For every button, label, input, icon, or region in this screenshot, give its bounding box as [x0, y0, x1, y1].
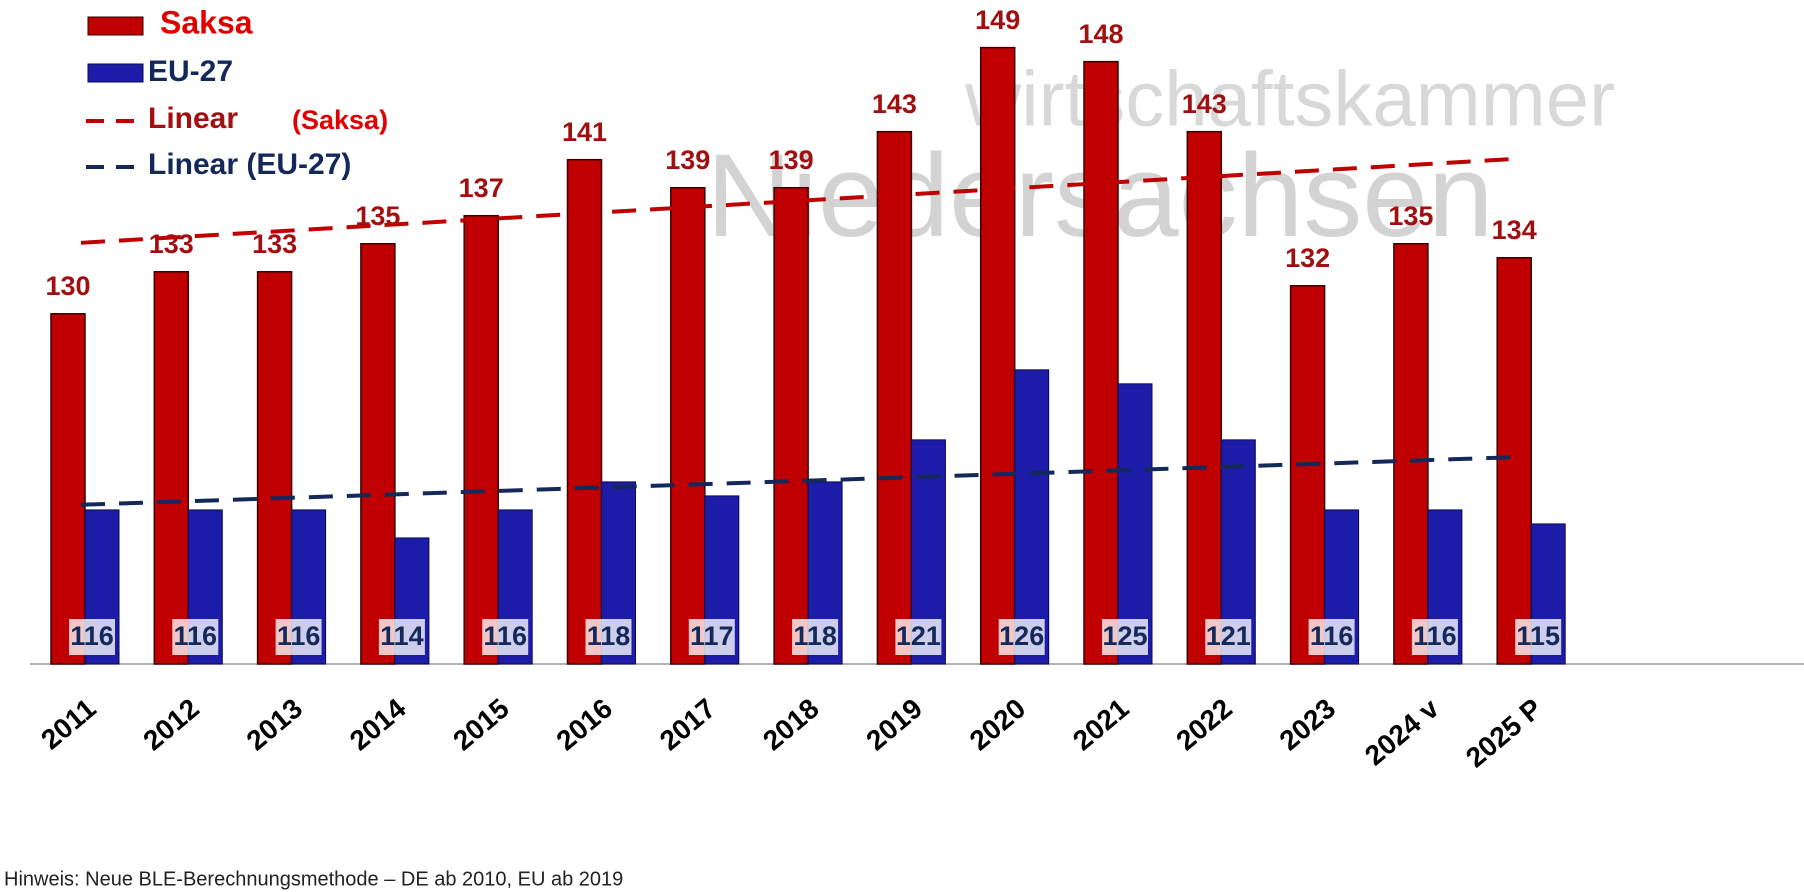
value-label: 132 — [1285, 243, 1330, 273]
bar — [153, 271, 190, 665]
value-label: 125 — [1102, 621, 1147, 651]
value-label: 139 — [769, 145, 814, 175]
value-label-box — [1205, 619, 1252, 655]
bar — [50, 313, 86, 665]
value-label: 134 — [1492, 215, 1537, 245]
legend-label: Saksa — [160, 4, 253, 40]
bar — [1083, 60, 1119, 665]
bar — [463, 214, 499, 665]
value-label: 126 — [999, 621, 1044, 651]
value-label: 118 — [793, 621, 837, 651]
value-label: 133 — [252, 229, 297, 259]
bar — [670, 186, 706, 665]
x-tick-label: 2015 — [447, 693, 515, 757]
bar — [1014, 369, 1050, 665]
value-label: 121 — [1206, 621, 1251, 651]
value-label-box — [378, 619, 425, 655]
x-tick-label: 2018 — [757, 693, 825, 757]
legend-label: Linear — [148, 102, 238, 135]
bar — [360, 242, 396, 665]
value-label: 118 — [587, 621, 631, 651]
value-label-box — [69, 619, 115, 655]
x-tick-label: 2014 — [344, 692, 412, 756]
bar — [1186, 130, 1223, 665]
footnote: Hinweis: Neue BLE-Berechnungsmethode – D… — [4, 868, 623, 890]
bar — [773, 186, 809, 665]
value-label: 114 — [380, 621, 424, 651]
value-label: 143 — [1182, 89, 1227, 119]
watermark: wirtschaftskammer — [964, 55, 1615, 143]
x-tick-label: 2011 — [35, 693, 101, 756]
value-label: 137 — [459, 173, 504, 203]
value-label: 143 — [872, 89, 917, 119]
bar — [1496, 257, 1532, 665]
value-label-box — [172, 619, 219, 655]
value-label: 148 — [1078, 19, 1123, 49]
value-label: 115 — [1516, 621, 1560, 651]
value-label-box — [998, 619, 1045, 655]
value-label: 117 — [690, 621, 734, 651]
value-label: 141 — [562, 117, 607, 147]
bar — [1289, 285, 1326, 665]
bar — [1117, 383, 1153, 665]
value-label-box — [688, 619, 735, 655]
value-label: 116 — [483, 621, 527, 651]
x-tick-label: 2022 — [1170, 693, 1238, 757]
x-tick-label: 2012 — [137, 693, 205, 757]
value-label: 133 — [149, 229, 194, 259]
value-label-box — [1515, 619, 1562, 655]
trend-line — [80, 455, 1518, 507]
bar — [979, 46, 1016, 665]
value-label-box — [1308, 619, 1355, 655]
bar — [876, 130, 913, 665]
bar — [1393, 242, 1429, 665]
bar — [566, 158, 603, 665]
legend-swatch — [87, 16, 144, 36]
value-label: 116 — [277, 621, 321, 651]
bar — [256, 271, 293, 665]
legend-swatch — [87, 63, 144, 83]
x-tick-label: 2024 v — [1359, 692, 1445, 771]
value-label: 116 — [70, 621, 114, 651]
value-label-box — [895, 619, 942, 655]
value-label: 116 — [1310, 621, 1354, 651]
value-label: 135 — [1388, 201, 1433, 231]
x-tick-label: 2020 — [964, 693, 1032, 757]
x-tick-label: 2025 P — [1460, 693, 1548, 774]
legend-label: Linear (EU-27) — [148, 148, 351, 181]
value-label: 116 — [1413, 621, 1457, 651]
value-label-box — [275, 619, 322, 655]
value-label-box — [585, 619, 632, 655]
value-label: 116 — [174, 621, 218, 651]
x-tick-label: 2019 — [860, 693, 928, 757]
x-tick-label: 2023 — [1274, 693, 1342, 757]
value-label: 139 — [665, 145, 710, 175]
value-label-box — [1102, 619, 1148, 655]
x-tick-label: 2017 — [654, 693, 722, 757]
value-label: 130 — [45, 271, 90, 301]
legend-label: EU-27 — [148, 55, 233, 88]
trend-line — [80, 156, 1518, 245]
value-label: 121 — [896, 621, 941, 651]
x-tick-label: 2021 — [1067, 693, 1135, 757]
x-tick-label: 2016 — [550, 693, 618, 757]
value-label-box — [1411, 619, 1458, 655]
value-label: 149 — [975, 5, 1020, 35]
value-label-box — [482, 619, 529, 655]
value-label-box — [792, 619, 839, 655]
legend-label: (Saksa) — [292, 105, 388, 135]
x-tick-label: 2013 — [241, 693, 309, 757]
